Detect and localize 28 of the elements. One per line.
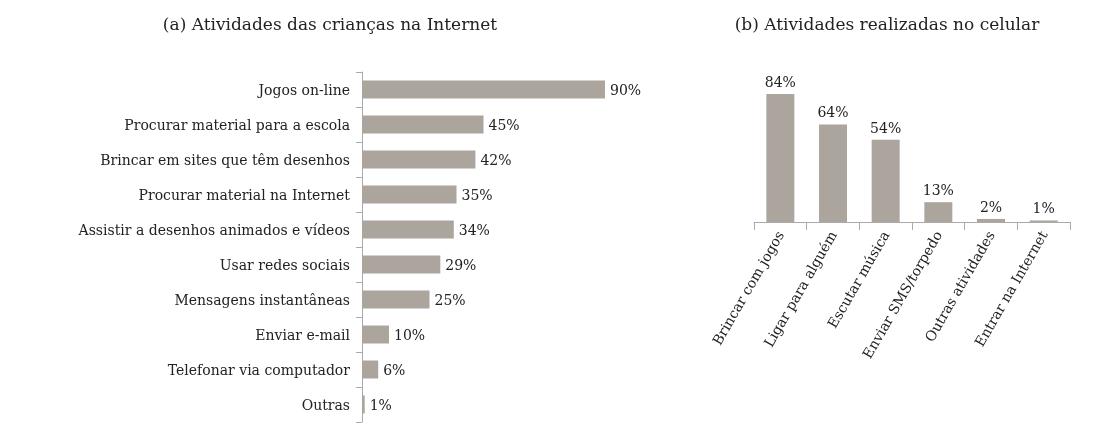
data-label: 2% xyxy=(979,198,1003,215)
y-tick-label: Usar redes sociais xyxy=(219,256,350,273)
data-label: 29% xyxy=(445,256,477,273)
data-label: 35% xyxy=(461,186,493,203)
data-label: 6% xyxy=(383,361,406,378)
y-tick-label: Outras xyxy=(301,396,350,413)
data-label: 34% xyxy=(458,221,490,238)
y-tick-label: Jogos on-line xyxy=(256,81,350,98)
chart-title: (a) Atividades das crianças na Internet xyxy=(162,13,498,34)
y-tick-label: Procurar material para a escola xyxy=(124,116,350,133)
y-tick-label: Brincar em sites que têm desenhos xyxy=(100,151,350,168)
data-label: 13% xyxy=(922,182,954,199)
y-tick-label: Mensagens instantâneas xyxy=(174,291,350,308)
data-label: 54% xyxy=(870,119,902,136)
data-label: 45% xyxy=(488,116,520,133)
data-label: 84% xyxy=(764,74,796,90)
y-tick-label: Enviar e-mail xyxy=(255,326,351,343)
y-tick-label: Telefonar via computador xyxy=(167,361,351,378)
y-tick-label: Procurar material na Internet xyxy=(138,186,351,203)
data-label: 42% xyxy=(480,151,512,168)
y-tick-label: Assistir a desenhos animados e vídeos xyxy=(77,221,350,238)
data-label: 1% xyxy=(1032,200,1055,217)
data-label: 90% xyxy=(610,81,642,98)
data-label: 1% xyxy=(369,396,392,413)
chart-title: (b) Atividades realizadas no celular xyxy=(734,13,1041,34)
data-label: 25% xyxy=(434,291,466,308)
data-label: 64% xyxy=(817,104,849,121)
data-label: 10% xyxy=(394,326,426,343)
